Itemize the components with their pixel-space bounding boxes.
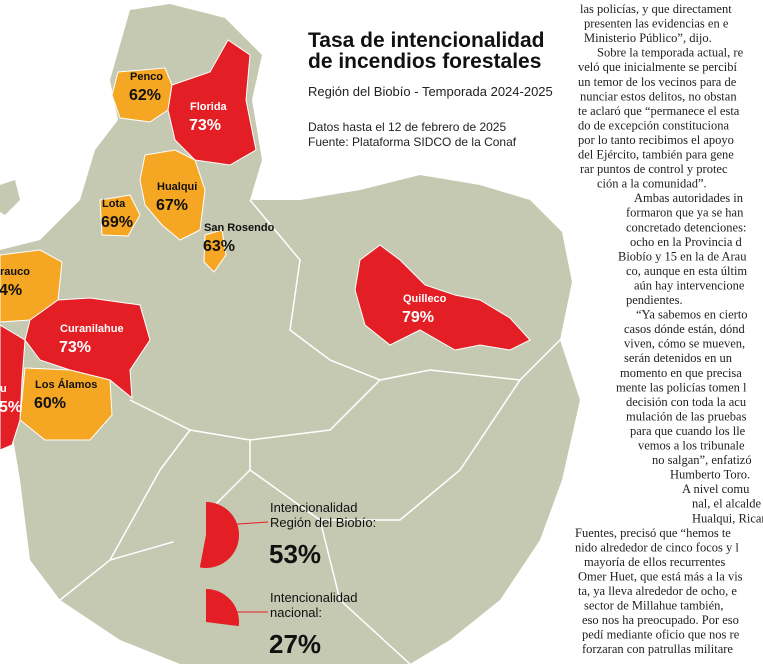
article-line: forzaran con patrullas militare	[582, 642, 733, 656]
article-line: nunciar estos delitos, no obstan	[580, 89, 737, 103]
article-line: decisión con toda la acu	[626, 395, 747, 409]
commune-value: 63%	[203, 238, 235, 255]
commune-name: Florida	[190, 101, 228, 113]
article-line: casos dónde están, dónd	[624, 322, 746, 336]
subtitle: Región del Biobío - Temporada 2024-2025	[308, 84, 553, 99]
article-line: Biobío y 15 en la de Arau	[618, 249, 747, 263]
article-line: co, aunque en esta últim	[626, 264, 747, 278]
note: Datos hasta el 12 de febrero de 2025	[308, 120, 506, 134]
commune-name: Penco	[130, 71, 163, 83]
article-line: mulación de las pruebas	[626, 409, 747, 423]
commune-value: 5%	[0, 399, 22, 416]
pie-label: nacional:	[270, 605, 322, 620]
article-line: un temor de los vecinos para de	[578, 75, 737, 89]
pie-slice	[199, 502, 240, 568]
article-line: do de excepción constituciona	[578, 118, 729, 132]
map	[0, 4, 580, 664]
connector	[223, 521, 269, 526]
commune-name: Quilleco	[403, 293, 447, 305]
commune-name: Hualqui	[157, 181, 197, 193]
commune-curanilahue	[24, 297, 151, 400]
article-line: pedí mediante oficio que nos re	[582, 628, 740, 642]
article-line: momento en que precisa	[620, 366, 742, 380]
commune-name: Curanilahue	[60, 323, 124, 335]
pie-label: Intencionalidad	[270, 590, 357, 605]
border	[109, 429, 191, 561]
article-line: serán detenidos en un	[624, 351, 733, 365]
commune-labels: Penco 62% Florida 73% Hualqui 67% Lota 69% San R…	[0, 71, 447, 416]
commune-florida	[167, 39, 257, 166]
border	[249, 199, 561, 381]
article-line: ta, ya lleva alrededor de ocho, e	[578, 584, 737, 598]
commune-value: 4%	[0, 282, 22, 299]
article-line: por lo tanto recibimos el apoyo	[578, 133, 734, 147]
article-line: concretado detenciones:	[626, 220, 746, 234]
article-line: mente las policías tomen l	[616, 380, 747, 394]
article-line: “Ya sabemos en cierto	[636, 308, 748, 322]
pie-slice	[206, 589, 239, 627]
title: de incendios forestales	[308, 50, 541, 73]
commune-hualqui	[139, 149, 206, 241]
commune-lota	[99, 194, 141, 237]
article: las policías, y que directamentpresenten…	[575, 2, 763, 656]
commune-value: 67%	[156, 197, 188, 214]
commune-value: 62%	[129, 87, 161, 104]
commune-value: 69%	[101, 214, 133, 231]
article-line: te aclaró que “permanece el esta	[578, 104, 740, 118]
commune-value: 79%	[402, 309, 434, 326]
article-line: aún hay intervencione	[634, 278, 745, 292]
article-line: las policías, y que directament	[580, 2, 732, 16]
article-line: Omer Huet, que está más a la vis	[578, 569, 743, 583]
commune-name: Los Álamos	[35, 378, 97, 391]
commune-name: Lota	[102, 198, 126, 210]
title: Tasa de intencionalidad	[308, 29, 545, 52]
article-line: pendientes.	[626, 293, 683, 307]
commune-value: 73%	[59, 339, 91, 356]
article-line: presenten las evidencias en e	[584, 17, 729, 31]
pie-value: 53%	[269, 539, 321, 569]
article-line: sector de Millahue también,	[584, 599, 724, 613]
article-line: nido alrededor de cinco focos y l	[575, 540, 739, 554]
article-line: formaron que ya se han	[626, 206, 744, 220]
article-line: del Ejército, también para gene	[578, 148, 734, 162]
commune-canete	[0, 324, 26, 451]
article-line: vemos a los tribunale	[638, 439, 745, 453]
article-line: Fuentes, precisó que “hemos te	[575, 526, 731, 540]
article-line: Hualqui, Ricardo	[692, 511, 763, 525]
pie-label: Intencionalidad	[270, 500, 357, 515]
commune-name: San Rosendo	[204, 222, 275, 234]
article-line: Humberto Toro.	[670, 468, 750, 482]
commune-san-rosendo	[203, 229, 227, 273]
article-line: no salgan”, enfatizó	[652, 453, 752, 467]
article-line: nal, el alcalde d	[692, 497, 763, 511]
pie-value: 27%	[269, 629, 321, 659]
article-line: Sobre la temporada actual, re	[597, 46, 744, 60]
border	[249, 379, 521, 521]
commune-name: u	[0, 383, 7, 395]
article-line: eso nos ha preocupado. Por eso	[582, 613, 739, 627]
article-line: Ministerio Público”, dijo.	[584, 31, 712, 45]
island	[0, 180, 20, 215]
article-line: rar puntos de control y protec	[580, 162, 728, 176]
article-line: Ambas autoridades in	[634, 191, 744, 205]
commune-value: 60%	[34, 395, 66, 412]
note: Fuente: Plataforma SIDCO de la Conaf	[308, 135, 517, 149]
commune-quilleco	[354, 244, 531, 351]
article-line: para que cuando los lle	[630, 424, 746, 438]
article-line: viven, cómo se mueven,	[624, 337, 745, 351]
commune-los-alamos	[19, 367, 113, 441]
article-line: ción a la comunidad”.	[597, 177, 707, 191]
commune-penco	[111, 67, 173, 123]
commune-name: rauco	[0, 266, 30, 278]
commune-value: 73%	[189, 117, 221, 134]
article-line: veló que inicialmente se percibí	[578, 60, 737, 74]
article-line: mayoría de ellos recurrentes	[584, 555, 725, 569]
article-line: ocho en la Provincia d	[630, 235, 743, 249]
article-line: A nivel comu	[682, 482, 750, 496]
pie-label: Región del Biobío:	[270, 515, 376, 530]
border	[319, 519, 411, 664]
